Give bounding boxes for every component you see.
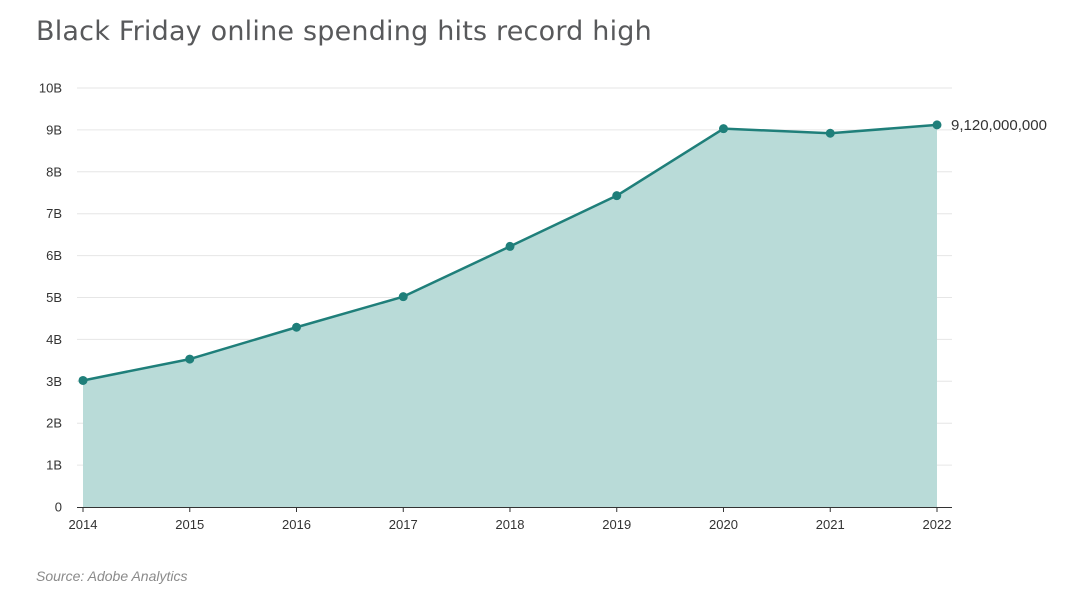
- data-point: [185, 354, 195, 364]
- data-point: [398, 292, 408, 302]
- value-label: 9,120,000,000: [951, 117, 1047, 134]
- y-tick-label: 6B: [46, 248, 62, 263]
- area-fill: [83, 124, 937, 507]
- y-tick-label: 1B: [46, 458, 62, 473]
- data-point: [719, 124, 728, 134]
- y-tick-label: 9B: [46, 122, 62, 137]
- data-point: [505, 241, 515, 251]
- x-tick-label: 2017: [389, 517, 418, 532]
- y-tick-label: 3B: [46, 374, 62, 389]
- data-point: [825, 128, 835, 138]
- y-tick-label: 7B: [46, 206, 62, 221]
- data-point: [292, 322, 301, 332]
- x-tick-label: 2018: [496, 517, 525, 532]
- y-tick-label: 2B: [46, 416, 62, 431]
- x-tick-label: 2014: [69, 517, 98, 532]
- y-tick-label: 10B: [39, 81, 62, 96]
- y-tick-label: 0: [55, 500, 62, 515]
- x-tick-label: 2019: [602, 517, 631, 532]
- x-tick-label: 2016: [282, 517, 311, 532]
- data-point: [932, 120, 942, 130]
- y-tick-label: 5B: [46, 290, 62, 305]
- x-tick-label: 2021: [816, 517, 845, 532]
- y-tick-label: 4B: [46, 332, 62, 347]
- x-tick-label: 2022: [923, 517, 952, 532]
- y-tick-label: 8B: [46, 164, 62, 179]
- data-point: [78, 375, 88, 385]
- source-note: Source: Adobe Analytics: [36, 568, 188, 584]
- x-tick-label: 2015: [175, 517, 204, 532]
- x-tick-label: 2020: [709, 517, 738, 532]
- data-point: [612, 191, 622, 201]
- chart-title: Black Friday online spending hits record…: [36, 16, 652, 47]
